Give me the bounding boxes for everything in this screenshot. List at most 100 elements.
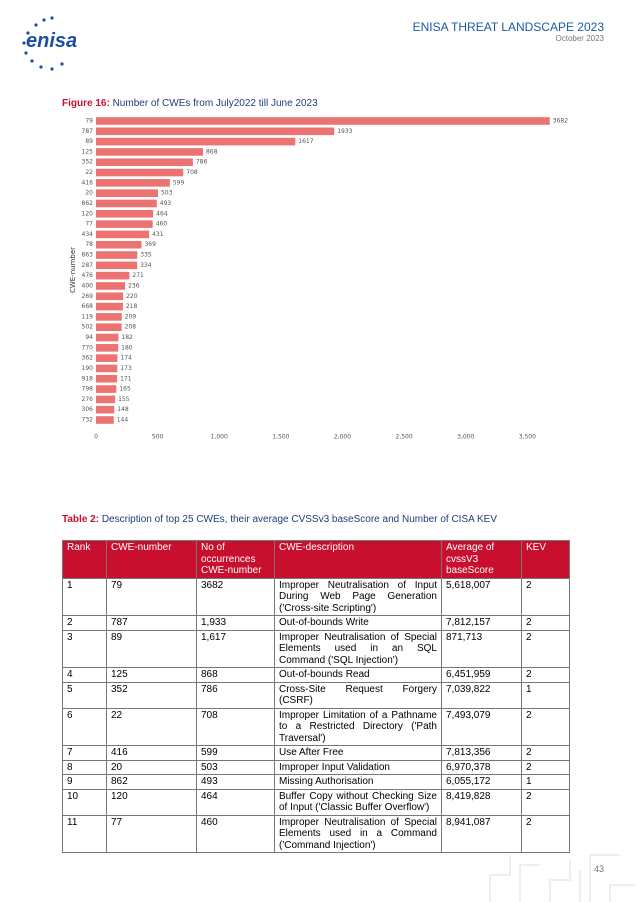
y-tick-label: 732 — [82, 416, 94, 423]
y-tick-label: 269 — [82, 293, 94, 300]
y-tick-label: 306 — [82, 406, 94, 413]
table-cell: 2 — [521, 788, 570, 816]
value-label: 208 — [125, 324, 137, 331]
value-label: 171 — [120, 375, 132, 382]
bar — [96, 240, 142, 249]
table-cell: 2 — [521, 615, 570, 631]
value-label: 165 — [119, 386, 131, 393]
table-cell: 7,493,079 — [441, 707, 522, 746]
table-cell: 6,055,172 — [441, 774, 522, 790]
table-cell: 4 — [62, 667, 107, 683]
table-cell: 787 — [106, 615, 197, 631]
bar — [96, 261, 138, 270]
table-cell: Cross-Site Request Forgery (CSRF) — [274, 681, 442, 709]
value-label: 708 — [186, 169, 198, 176]
bar — [96, 158, 193, 167]
bar — [96, 148, 203, 156]
value-label: 503 — [161, 190, 173, 197]
y-tick-label: 119 — [82, 313, 94, 320]
y-tick-label: 190 — [82, 365, 94, 372]
bar — [96, 405, 115, 414]
column-header: KEV — [521, 540, 570, 579]
header-date: October 2023 — [555, 34, 604, 43]
table-row: 7 416 599 Use After Free 7,813,356 2 — [62, 745, 570, 761]
table-row: 1 79 3682 Improper Neutralisation of Input … — [62, 577, 570, 616]
value-label: 493 — [160, 200, 172, 207]
y-tick-label: 798 — [82, 386, 94, 393]
value-label: 180 — [121, 344, 133, 351]
bar — [96, 333, 119, 342]
table-cell: 708 — [196, 707, 275, 746]
value-label: 144 — [117, 416, 129, 423]
y-tick-label: 918 — [82, 375, 94, 382]
value-label: 868 — [206, 148, 218, 155]
header-row: Rank CWE-number No of occurrences CWE-numb… — [62, 540, 570, 579]
table-cell: 5 — [62, 681, 107, 709]
table-row: 11 77 460 Improper Neutralisation of Specia… — [62, 814, 570, 853]
column-header: CWE-description — [274, 540, 442, 579]
table-row: 4 125 868 Out-of-bounds Read 6,451,959 2 — [62, 667, 570, 683]
value-label: 599 — [173, 179, 185, 186]
table-cell: 2 — [521, 759, 570, 775]
bar — [96, 199, 157, 208]
table-cell: 120 — [106, 788, 197, 816]
value-label: 431 — [152, 231, 164, 238]
table-cell: Use After Free — [274, 745, 442, 761]
header-title: ENISA THREAT LANDSCAPE 2023 — [412, 20, 604, 34]
value-label: 218 — [126, 303, 138, 310]
table-cell: 9 — [62, 774, 107, 790]
table-text: Description of top 25 CWEs, their averag… — [101, 514, 498, 525]
bar — [96, 354, 118, 362]
table-cell: 1 — [521, 681, 570, 709]
x-tick-label: 3,500 — [519, 434, 536, 441]
table-cell: Buffer Copy without Checking Size of Inp… — [274, 788, 442, 816]
table-cell: 871,713 — [441, 629, 522, 668]
table-cell: 786 — [196, 681, 275, 709]
bar — [96, 364, 118, 373]
table-cell: Improper Limitation of a Pathname to a R… — [274, 707, 442, 746]
table-cell: 1,617 — [196, 629, 275, 668]
table-cell: 1,933 — [196, 615, 275, 631]
table-caption: Table 2: Description of top 25 CWEs, the… — [62, 514, 497, 525]
logo-stars — [22, 16, 64, 71]
bar — [96, 374, 118, 383]
column-header: Rank — [62, 540, 107, 579]
value-label: 148 — [117, 406, 129, 413]
table-label: Table 2: — [62, 514, 100, 525]
bar — [96, 189, 158, 197]
y-tick-label: 89 — [85, 138, 93, 145]
x-tick-label: 500 — [152, 434, 164, 441]
circuit-decoration — [489, 854, 635, 902]
table-cell: 352 — [106, 681, 197, 709]
table-cell: 2 — [521, 707, 570, 746]
value-label: 155 — [118, 396, 130, 403]
table-row: 3 89 1,617 Improper Neutralisation of Speci… — [62, 629, 570, 668]
table-cell: 6 — [62, 707, 107, 746]
value-label: 460 — [156, 221, 168, 228]
bar — [96, 385, 117, 393]
table-cell: 2 — [521, 577, 570, 616]
table-cell: 1 — [521, 774, 570, 790]
table-cell: Improper Input Validation — [274, 759, 442, 775]
table-cell: 22 — [106, 707, 197, 746]
table-cell: 7 — [62, 745, 107, 761]
table-cell: 125 — [106, 667, 197, 683]
value-label: 369 — [144, 241, 156, 248]
y-tick-label: 770 — [82, 344, 94, 351]
y-tick-label: 416 — [82, 179, 94, 186]
table-cell: 2 — [521, 629, 570, 668]
bar — [96, 271, 130, 280]
bar — [96, 220, 153, 228]
y-tick-label: 502 — [82, 324, 94, 331]
x-tick-label: 0 — [94, 434, 98, 441]
bar — [96, 251, 138, 259]
bar — [96, 416, 114, 424]
table-cell: 7,813,356 — [441, 745, 522, 761]
y-axis-label: CWE-number — [69, 247, 77, 293]
table-cell: Out-of-bounds Read — [274, 667, 442, 683]
bar — [96, 323, 122, 331]
bar — [96, 313, 122, 321]
table-cell: 6,451,959 — [441, 667, 522, 683]
y-tick-label: 862 — [82, 200, 94, 207]
